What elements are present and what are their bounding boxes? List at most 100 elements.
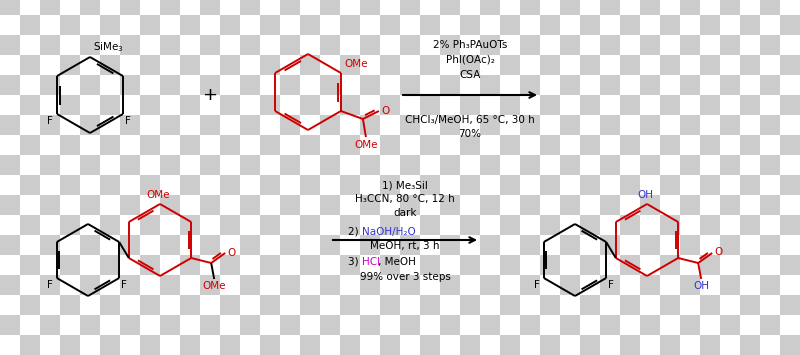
Bar <box>20 135 40 155</box>
Bar <box>20 0 40 15</box>
Text: CHCl₃/MeOH, 65 °C, 30 h: CHCl₃/MeOH, 65 °C, 30 h <box>405 115 535 125</box>
Bar <box>640 295 660 315</box>
Bar <box>740 295 760 315</box>
Bar <box>720 155 740 175</box>
Bar <box>640 115 660 135</box>
Bar <box>0 295 20 315</box>
Bar <box>160 95 180 115</box>
Bar <box>560 295 580 315</box>
Bar <box>240 215 260 235</box>
Bar <box>0 255 20 275</box>
Bar <box>520 315 540 335</box>
Bar <box>120 155 140 175</box>
Bar <box>80 55 100 75</box>
Bar <box>200 175 220 195</box>
Bar <box>460 155 480 175</box>
Bar <box>80 235 100 255</box>
Bar <box>740 215 760 235</box>
Bar <box>460 175 480 195</box>
Bar <box>520 155 540 175</box>
Bar <box>200 255 220 275</box>
Bar <box>140 135 160 155</box>
Bar <box>140 0 160 15</box>
Bar <box>580 275 600 295</box>
Text: OMe: OMe <box>146 190 170 200</box>
Bar <box>740 195 760 215</box>
Bar <box>440 155 460 175</box>
Bar <box>580 0 600 15</box>
Bar <box>760 0 780 15</box>
Bar <box>220 195 240 215</box>
Bar <box>700 175 720 195</box>
Bar <box>740 15 760 35</box>
Bar <box>320 315 340 335</box>
Bar <box>180 115 200 135</box>
Bar <box>280 195 300 215</box>
Bar <box>360 55 380 75</box>
Bar <box>160 315 180 335</box>
Bar <box>120 335 140 355</box>
Bar <box>500 215 520 235</box>
Bar <box>120 215 140 235</box>
Bar <box>220 15 240 35</box>
Bar <box>760 155 780 175</box>
Bar <box>120 55 140 75</box>
Text: SiMe$_3$: SiMe$_3$ <box>93 40 124 54</box>
Bar <box>20 195 40 215</box>
Bar <box>560 315 580 335</box>
Bar <box>440 315 460 335</box>
Bar <box>740 155 760 175</box>
Bar <box>560 215 580 235</box>
Bar <box>40 275 60 295</box>
Bar <box>560 0 580 15</box>
Bar <box>580 175 600 195</box>
Bar <box>280 315 300 335</box>
Text: OMe: OMe <box>202 281 226 291</box>
Bar <box>440 75 460 95</box>
Bar <box>180 315 200 335</box>
Bar <box>120 115 140 135</box>
Bar <box>460 55 480 75</box>
Bar <box>100 255 120 275</box>
Bar <box>420 0 440 15</box>
Bar <box>160 0 180 15</box>
Bar <box>280 35 300 55</box>
Bar <box>380 55 400 75</box>
Bar <box>300 55 320 75</box>
Bar <box>260 295 280 315</box>
Bar <box>700 55 720 75</box>
Bar <box>700 0 720 15</box>
Bar <box>220 255 240 275</box>
Bar <box>640 75 660 95</box>
Bar <box>80 195 100 215</box>
Bar <box>500 135 520 155</box>
Bar <box>580 195 600 215</box>
Bar <box>600 295 620 315</box>
Bar <box>340 335 360 355</box>
Bar <box>300 235 320 255</box>
Bar <box>240 295 260 315</box>
Bar <box>480 0 500 15</box>
Bar <box>320 275 340 295</box>
Bar <box>500 335 520 355</box>
Bar <box>700 335 720 355</box>
Bar <box>680 35 700 55</box>
Bar <box>480 95 500 115</box>
Bar <box>420 15 440 35</box>
Bar <box>580 55 600 75</box>
Bar <box>380 15 400 35</box>
Bar <box>720 175 740 195</box>
Bar <box>320 35 340 55</box>
Bar <box>780 155 800 175</box>
Bar <box>80 275 100 295</box>
Bar <box>360 255 380 275</box>
Bar <box>500 295 520 315</box>
Bar <box>720 295 740 315</box>
Bar <box>240 235 260 255</box>
Bar <box>280 15 300 35</box>
Bar <box>700 95 720 115</box>
Bar <box>540 255 560 275</box>
Bar <box>400 35 420 55</box>
Bar <box>360 215 380 235</box>
Text: 2% Ph₃PAuOTs: 2% Ph₃PAuOTs <box>433 40 507 50</box>
